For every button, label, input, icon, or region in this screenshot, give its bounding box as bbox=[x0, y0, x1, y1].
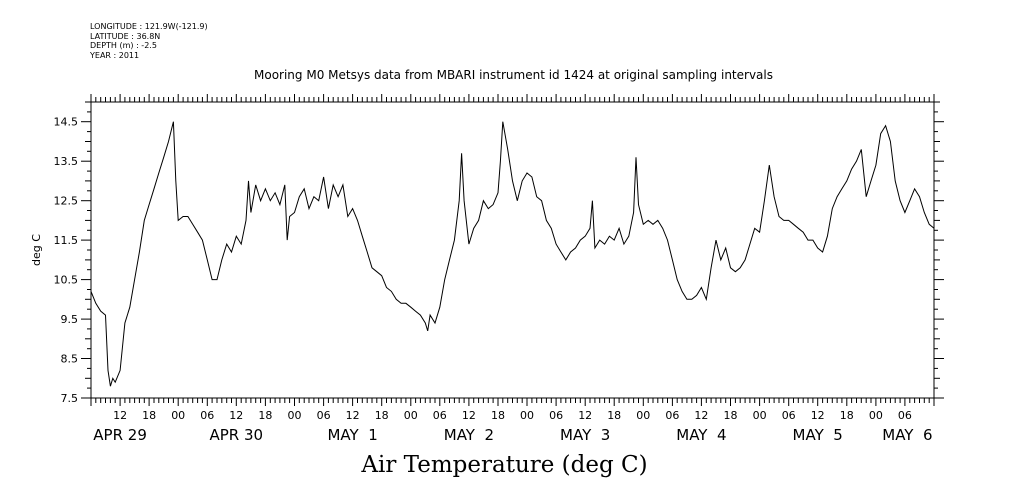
x-day-label: MAY 4 bbox=[676, 426, 726, 444]
x-hour-label: 06 bbox=[665, 409, 679, 422]
y-tick-label: 14.5 bbox=[54, 116, 79, 129]
x-hour-label: 06 bbox=[433, 409, 447, 422]
y-tick-label: 9.5 bbox=[61, 313, 79, 326]
x-hour-label: 06 bbox=[317, 409, 331, 422]
depth-text: DEPTH (m) : -2.5 bbox=[90, 41, 157, 50]
y-tick-label: 7.5 bbox=[61, 392, 79, 405]
x-day-label: MAY 1 bbox=[327, 426, 377, 444]
x-hour-label: 06 bbox=[549, 409, 563, 422]
longitude-text: LONGITUDE : 121.9W(-121.9) bbox=[90, 22, 208, 31]
x-hour-label: 00 bbox=[636, 409, 650, 422]
chart-title: Mooring M0 Metsys data from MBARI instru… bbox=[254, 68, 773, 82]
x-hour-label: 12 bbox=[811, 409, 825, 422]
plot-frame bbox=[90, 101, 935, 399]
x-hour-label: 06 bbox=[898, 409, 912, 422]
y-tick-label: 12.5 bbox=[54, 195, 79, 208]
x-day-label: APR 29 bbox=[93, 426, 147, 444]
air-temperature-line bbox=[90, 121, 935, 387]
x-hour-label: 18 bbox=[724, 409, 738, 422]
y-axis-label: deg C bbox=[30, 234, 43, 266]
x-hour-label: 18 bbox=[840, 409, 854, 422]
x-hour-label: 12 bbox=[694, 409, 708, 422]
metadata-block: LONGITUDE : 121.9W(-121.9) LATITUDE : 36… bbox=[90, 22, 208, 60]
x-hour-label: 12 bbox=[229, 409, 243, 422]
x-day-label: APR 30 bbox=[210, 426, 264, 444]
x-hour-label: 12 bbox=[578, 409, 592, 422]
variable-title: Air Temperature (deg C) bbox=[361, 452, 648, 478]
x-day-label: MAY 3 bbox=[560, 426, 610, 444]
x-hour-label: 18 bbox=[491, 409, 505, 422]
y-tick-label: 11.5 bbox=[54, 234, 79, 247]
x-hour-label: 00 bbox=[753, 409, 767, 422]
x-hour-label: 18 bbox=[258, 409, 272, 422]
x-axis: 12 18 00 06 12 18 00 06 12 18 00 06 12 18 00 06 12 18 00 06… bbox=[90, 94, 935, 444]
x-day-label: MAY 2 bbox=[444, 426, 494, 444]
x-hour-label: 18 bbox=[142, 409, 156, 422]
latitude-text: LATITUDE : 36.8N bbox=[90, 31, 161, 41]
y-axis: 14.5 13.5 12.5 11.5 10.5 9.5 8.5 7.5 bbox=[54, 101, 944, 405]
x-hour-label: 00 bbox=[171, 409, 185, 422]
x-hour-label: 00 bbox=[520, 409, 534, 422]
x-day-label: MAY 5 bbox=[793, 426, 843, 444]
x-hour-label: 12 bbox=[346, 409, 360, 422]
x-hour-label: 12 bbox=[462, 409, 476, 422]
x-hour-label: 18 bbox=[607, 409, 621, 422]
y-tick-label: 10.5 bbox=[54, 274, 79, 287]
x-hour-label: 12 bbox=[113, 409, 127, 422]
x-hour-label: 00 bbox=[288, 409, 302, 422]
x-day-label: MAY 6 bbox=[882, 426, 932, 444]
x-hour-label: 18 bbox=[375, 409, 389, 422]
x-hour-label: 00 bbox=[404, 409, 418, 422]
x-hour-label: 06 bbox=[200, 409, 214, 422]
y-tick-label: 13.5 bbox=[54, 155, 79, 168]
x-hour-label: 06 bbox=[782, 409, 796, 422]
x-hour-label: 00 bbox=[869, 409, 883, 422]
y-tick-label: 8.5 bbox=[61, 353, 79, 366]
year-text: YEAR : 2011 bbox=[90, 50, 140, 60]
